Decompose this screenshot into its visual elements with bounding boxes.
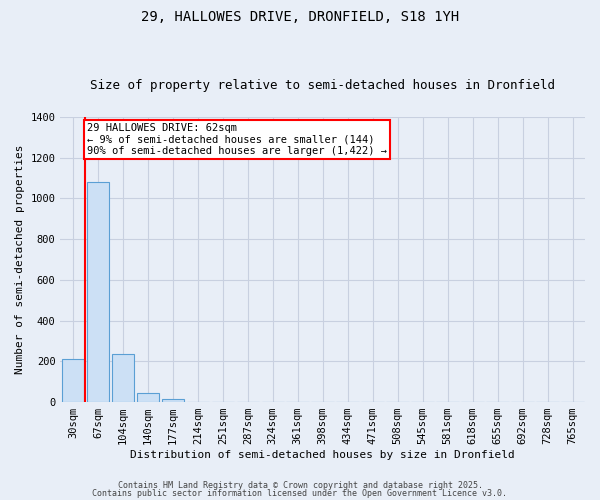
Text: 29 HALLOWES DRIVE: 62sqm
← 9% of semi-detached houses are smaller (144)
90% of s: 29 HALLOWES DRIVE: 62sqm ← 9% of semi-de…: [86, 123, 386, 156]
Bar: [137, 393, 159, 402]
Bar: [161, 399, 184, 402]
Text: Contains HM Land Registry data © Crown copyright and database right 2025.: Contains HM Land Registry data © Crown c…: [118, 481, 482, 490]
Bar: [112, 354, 134, 402]
Text: Contains public sector information licensed under the Open Government Licence v3: Contains public sector information licen…: [92, 488, 508, 498]
Title: Size of property relative to semi-detached houses in Dronfield: Size of property relative to semi-detach…: [90, 79, 555, 92]
Text: 29, HALLOWES DRIVE, DRONFIELD, S18 1YH: 29, HALLOWES DRIVE, DRONFIELD, S18 1YH: [141, 10, 459, 24]
Y-axis label: Number of semi-detached properties: Number of semi-detached properties: [15, 144, 25, 374]
Bar: [62, 360, 84, 402]
X-axis label: Distribution of semi-detached houses by size in Dronfield: Distribution of semi-detached houses by …: [130, 450, 515, 460]
Bar: [86, 182, 109, 402]
